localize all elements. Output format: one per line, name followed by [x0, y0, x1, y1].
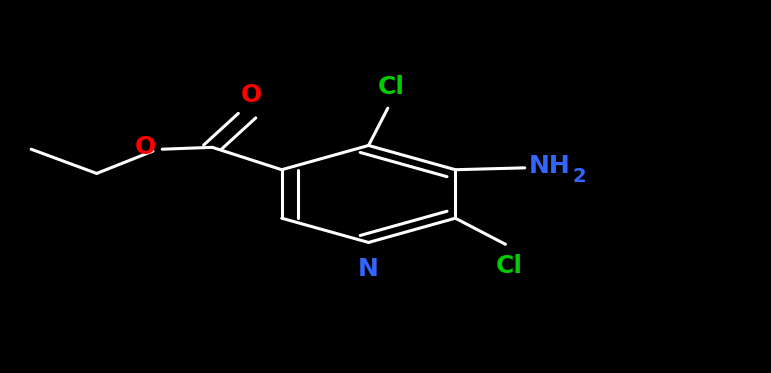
Text: Cl: Cl: [378, 75, 406, 99]
Text: NH: NH: [529, 154, 571, 178]
Text: O: O: [241, 84, 261, 107]
Text: O: O: [135, 135, 156, 159]
Text: 2: 2: [573, 167, 586, 185]
Text: Cl: Cl: [496, 254, 523, 278]
Text: N: N: [358, 257, 379, 280]
